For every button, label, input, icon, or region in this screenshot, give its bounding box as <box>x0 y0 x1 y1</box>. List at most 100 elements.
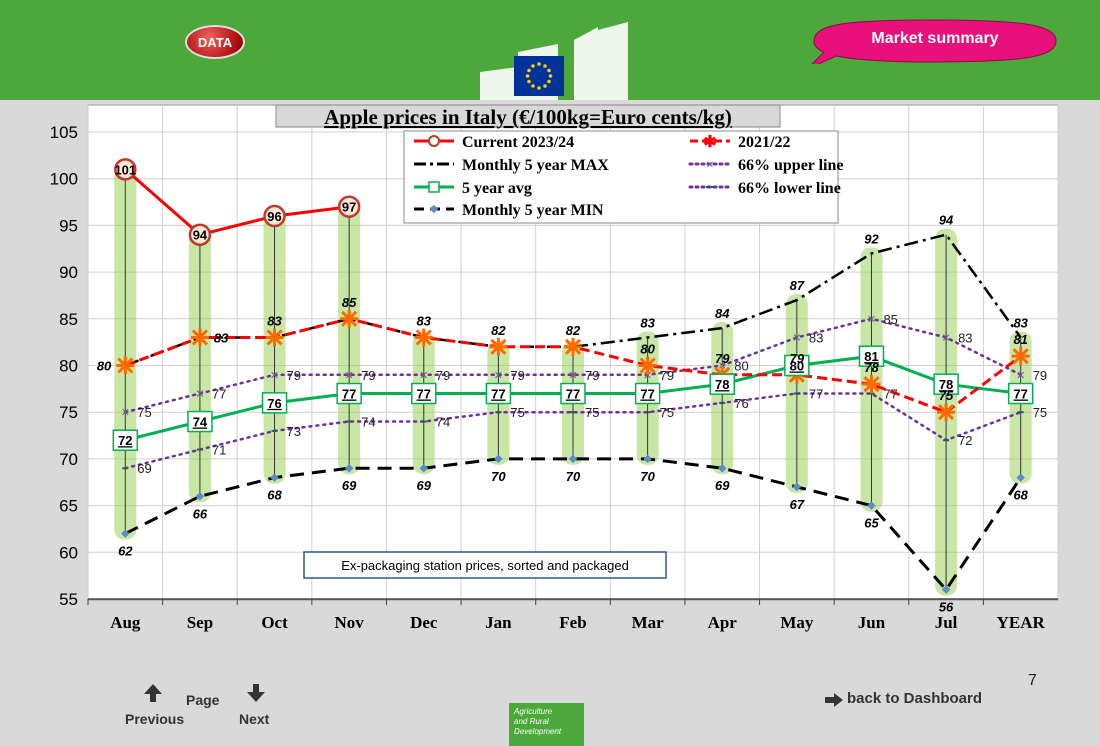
label-prev: 83 <box>417 313 432 328</box>
point-avg <box>560 382 586 405</box>
label-upper: 75 <box>137 405 151 420</box>
x-tick-label: YEAR <box>997 613 1046 632</box>
label-prev: 79 <box>715 351 730 366</box>
market-summary-label[interactable]: Market summary <box>871 30 999 47</box>
y-tick-label: 85 <box>59 310 78 329</box>
label-upper: 79 <box>287 368 301 383</box>
label-prev: 79 <box>790 351 805 366</box>
x-tick-label: Aug <box>110 613 141 632</box>
label-current: 101 <box>114 162 136 177</box>
chart-legend: Current 2023/24 ✱ 2021/22 Monthly 5 year MA… <box>403 130 844 224</box>
label-min: 68 <box>267 488 282 503</box>
annotation-text: Ex-packaging station prices, sorted and … <box>341 558 629 573</box>
point-lower <box>719 401 726 404</box>
label-upper: 79 <box>436 368 450 383</box>
y-tick-label: 95 <box>59 216 78 235</box>
label-avg: 77 <box>491 387 505 402</box>
point-lower <box>122 467 129 470</box>
legend-marker-upper: ✕ <box>706 160 714 171</box>
arrow-right-icon[interactable] <box>824 692 844 708</box>
label-upper: 79 <box>1033 368 1047 383</box>
point-avg <box>634 382 661 405</box>
market-summary-bubble[interactable] <box>806 18 1058 64</box>
page-label: Page <box>186 692 220 708</box>
point-upper: ✕ <box>1016 370 1025 382</box>
point-upper: ✕ <box>121 407 130 419</box>
label-lower: 77 <box>883 387 897 402</box>
label-min: 70 <box>491 469 506 484</box>
back-to-dashboard-link[interactable]: back to Dashboard <box>847 690 983 707</box>
y-tick-label: 90 <box>59 263 78 282</box>
point-upper: ✕ <box>494 370 503 382</box>
previous-button[interactable]: Previous <box>125 711 185 727</box>
legend-label: Monthly 5 year MIN <box>462 202 604 219</box>
x-tick-label: Jan <box>485 613 512 632</box>
point-lower <box>943 439 950 442</box>
label-lower: 71 <box>212 443 226 458</box>
label-lower: 75 <box>660 405 674 420</box>
agri-line-1: Agriculture <box>514 707 553 716</box>
label-lower: 74 <box>361 415 375 430</box>
point-upper: ✕ <box>270 370 279 382</box>
label-current: 97 <box>342 200 356 215</box>
point-lower <box>420 420 427 423</box>
point-upper: ✕ <box>345 370 354 382</box>
point-avg <box>1007 382 1034 405</box>
point-min <box>270 473 279 482</box>
label-current: 96 <box>267 209 281 224</box>
series-line-upper <box>124 317 1022 414</box>
x-tick-label: May <box>780 613 814 632</box>
annotation-box <box>303 551 667 579</box>
label-avg: 72 <box>118 433 132 448</box>
data-button[interactable]: DATA <box>185 25 245 59</box>
label-min: 68 <box>1013 488 1028 503</box>
label-prev: 83 <box>214 330 229 345</box>
label-min: 70 <box>566 469 581 484</box>
x-tick-label: Jun <box>858 613 886 632</box>
agri-rural-dev-logo: Agriculture and Rural Development <box>509 703 584 746</box>
point-upper: ✕ <box>867 314 876 326</box>
point-prev <box>340 309 359 328</box>
label-min: 56 <box>939 600 954 615</box>
point-prev <box>265 328 284 347</box>
point-min <box>867 501 876 510</box>
label-max: 83 <box>1013 315 1028 330</box>
legend-label: 66% lower line <box>738 180 841 197</box>
label-current: 94 <box>193 228 208 243</box>
label-avg: 78 <box>715 377 729 392</box>
x-tick-label: Dec <box>410 613 438 632</box>
y-tick-label: 105 <box>50 123 78 142</box>
label-avg: 74 <box>193 415 208 430</box>
point-avg <box>187 410 213 433</box>
point-lower <box>495 411 502 414</box>
label-lower: 76 <box>734 396 748 411</box>
point-upper: ✕ <box>792 332 801 344</box>
title-box <box>275 104 781 128</box>
label-avg: 77 <box>417 387 431 402</box>
next-button[interactable]: Next <box>239 711 270 727</box>
point-upper: ✕ <box>568 370 577 382</box>
legend-marker-current <box>428 135 440 147</box>
point-min <box>568 454 578 464</box>
label-upper: 79 <box>660 368 674 383</box>
apple-price-chart: ✕✕✕✕✕✕✕✕✕✕✕✕✕ 75777979797979798083858379… <box>0 100 1100 640</box>
point-min <box>941 585 951 594</box>
chart-title: Apple prices in Italy (€/100kg=Euro cent… <box>324 105 732 129</box>
point-min <box>717 463 727 473</box>
point-lower <box>644 411 651 414</box>
point-lower <box>346 420 353 423</box>
label-min: 62 <box>118 544 133 559</box>
label-prev: 81 <box>1013 332 1027 347</box>
legend-label: 2021/22 <box>738 134 790 151</box>
point-avg <box>112 429 139 451</box>
label-max: 92 <box>864 231 879 246</box>
point-current <box>337 195 361 218</box>
y-tick-label: 100 <box>50 170 78 189</box>
label-upper: 79 <box>361 368 375 383</box>
legend-marker-avg <box>428 181 440 193</box>
point-lower <box>570 411 576 414</box>
point-prev <box>414 328 433 347</box>
label-avg: 77 <box>1013 387 1027 402</box>
arrow-up-icon[interactable] <box>143 683 163 703</box>
arrow-down-icon[interactable] <box>246 683 266 703</box>
